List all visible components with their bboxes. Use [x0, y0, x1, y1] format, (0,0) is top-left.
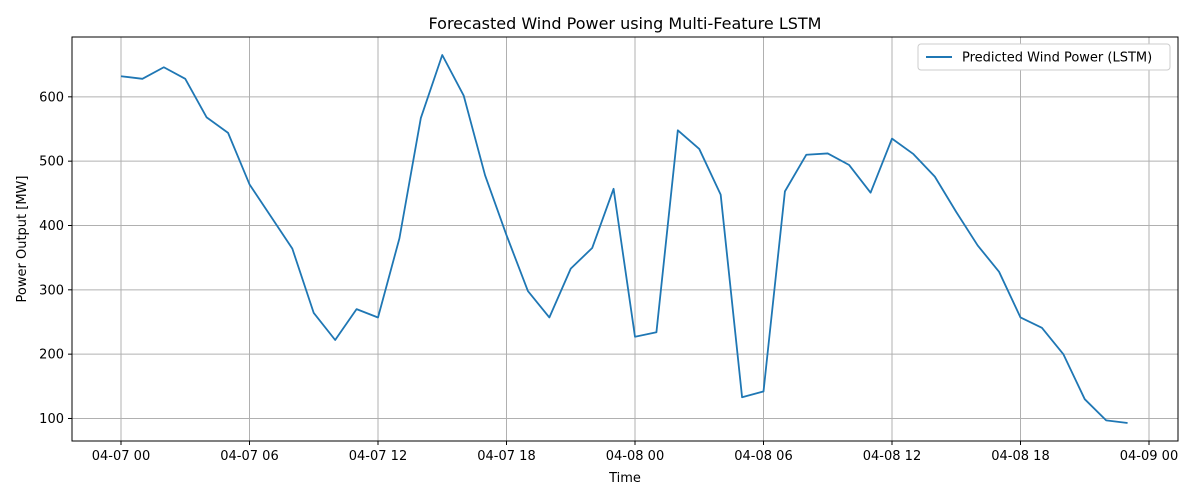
x-tick-label: 04-08 00: [606, 449, 664, 464]
y-tick-label: 200: [39, 348, 64, 363]
plot-lines: [120, 54, 1128, 424]
x-tick-label: 04-07 00: [92, 449, 150, 464]
x-tick-label: 04-09 00: [1120, 449, 1178, 464]
legend-label: Predicted Wind Power (LSTM): [962, 51, 1152, 66]
grid: [72, 37, 1178, 441]
x-tick-label: 04-07 18: [477, 449, 535, 464]
y-axis: 100 200 300 400 500 600: [39, 90, 72, 427]
y-tick-label: 300: [39, 283, 64, 298]
x-tick-label: 04-07 12: [349, 449, 407, 464]
series-line-predicted-wind-power: [120, 54, 1128, 424]
x-axis-label: Time: [608, 471, 641, 486]
x-tick-label: 04-08 12: [863, 449, 921, 464]
y-tick-label: 600: [39, 90, 64, 105]
x-axis: 04-07 00 04-07 06 04-07 12 04-07 18 04-08 00…: [92, 441, 1178, 464]
chart-title: Forecasted Wind Power using Multi-Featur…: [429, 14, 822, 33]
plot-frame: [71, 36, 1179, 442]
legend-box: [917, 43, 1171, 71]
x-tick-label: 04-07 06: [220, 449, 278, 464]
y-tick-label: 500: [39, 155, 64, 170]
y-tick-label: 400: [39, 219, 64, 234]
y-axis-label: Power Output [MW]: [15, 176, 30, 303]
y-tick-label: 100: [39, 412, 64, 427]
x-tick-label: 04-08 18: [991, 449, 1049, 464]
x-tick-label: 04-08 06: [734, 449, 792, 464]
legend: Predicted Wind Power (LSTM): [917, 43, 1171, 71]
